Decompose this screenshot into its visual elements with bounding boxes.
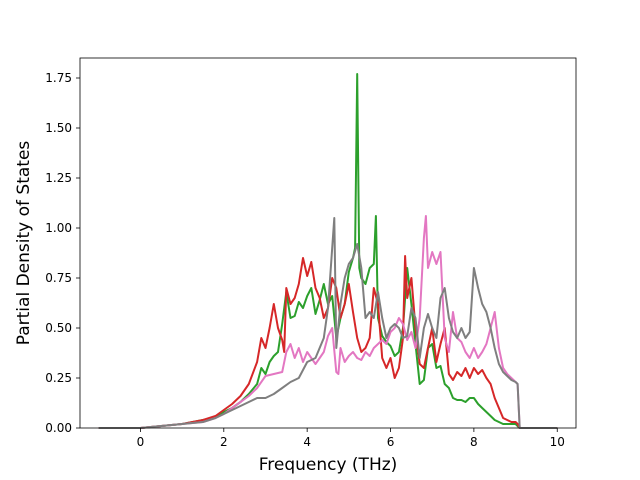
y-tick-label: 0.00: [45, 421, 72, 435]
x-axis: 0 2 4 6 8 10: [137, 428, 565, 449]
y-tick-label: 0.75: [45, 271, 72, 285]
series-line-1: [98, 73, 558, 429]
y-tick-label: 0.50: [45, 321, 72, 335]
x-tick-label: 4: [303, 435, 311, 449]
x-tick-label: 2: [220, 435, 228, 449]
y-tick-label: 1.00: [45, 221, 72, 235]
series-line-4: [98, 217, 558, 429]
x-tick-label: 10: [550, 435, 565, 449]
y-axis-label: Partial Density of States: [14, 141, 34, 346]
y-axis: 0.00 0.25 0.50 0.75 1.00 1.25 1.50 1.75: [45, 71, 80, 435]
y-tick-label: 1.25: [45, 171, 72, 185]
series-line-2: [98, 255, 558, 429]
y-tick-label: 1.75: [45, 71, 72, 85]
x-tick-label: 8: [470, 435, 478, 449]
x-axis-label: Frequency (THz): [259, 455, 398, 475]
y-tick-label: 1.50: [45, 121, 72, 135]
x-tick-label: 0: [137, 435, 145, 449]
y-tick-label: 0.25: [45, 371, 72, 385]
plot-frame: [79, 57, 577, 429]
series-layer: [98, 73, 558, 429]
x-tick-label: 6: [387, 435, 395, 449]
series-line-3: [98, 215, 558, 429]
